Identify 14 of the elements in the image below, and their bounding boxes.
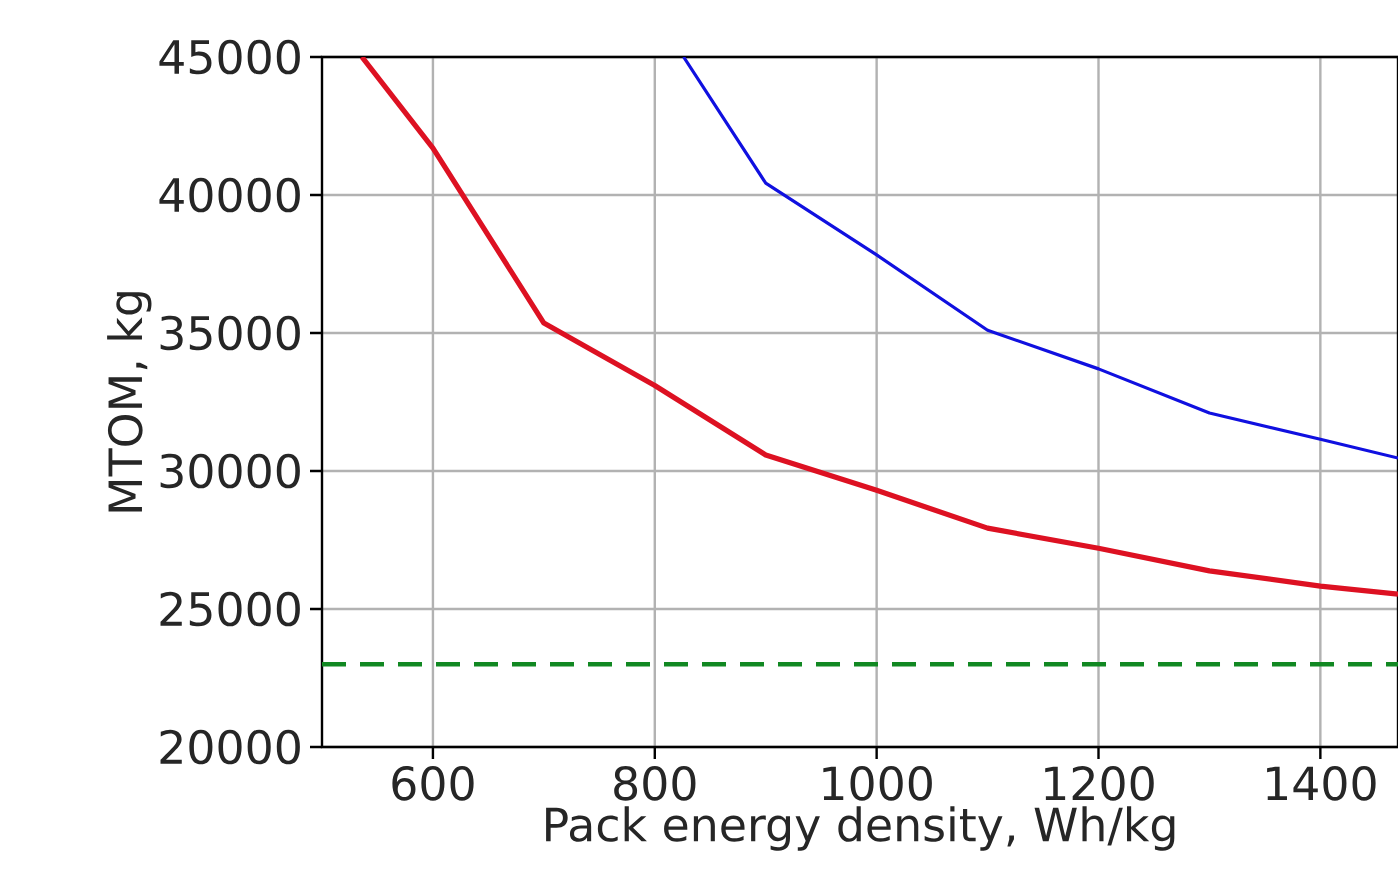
x-tick-label: 800 <box>614 766 696 801</box>
line-series <box>682 57 1398 460</box>
y-tick-label: 25000 <box>160 591 300 627</box>
x-tick-label: 1400 <box>1267 766 1376 801</box>
y-tick-label: 40000 <box>159 177 300 213</box>
y-tick-label: 20000 <box>160 729 300 765</box>
x-tick-label: 1200 <box>1045 766 1154 801</box>
x-axis-title: Pack energy density, Wh/kg <box>546 806 1175 851</box>
y-tick-label: 45000 <box>159 39 300 75</box>
y-tick-label: 35000 <box>160 315 300 351</box>
x-tick-label: 1000 <box>823 766 932 801</box>
x-tick-label: 600 <box>392 766 474 801</box>
y-tick-label: 30000 <box>160 453 300 489</box>
y-axis-title: MTOM, kg <box>107 292 152 512</box>
